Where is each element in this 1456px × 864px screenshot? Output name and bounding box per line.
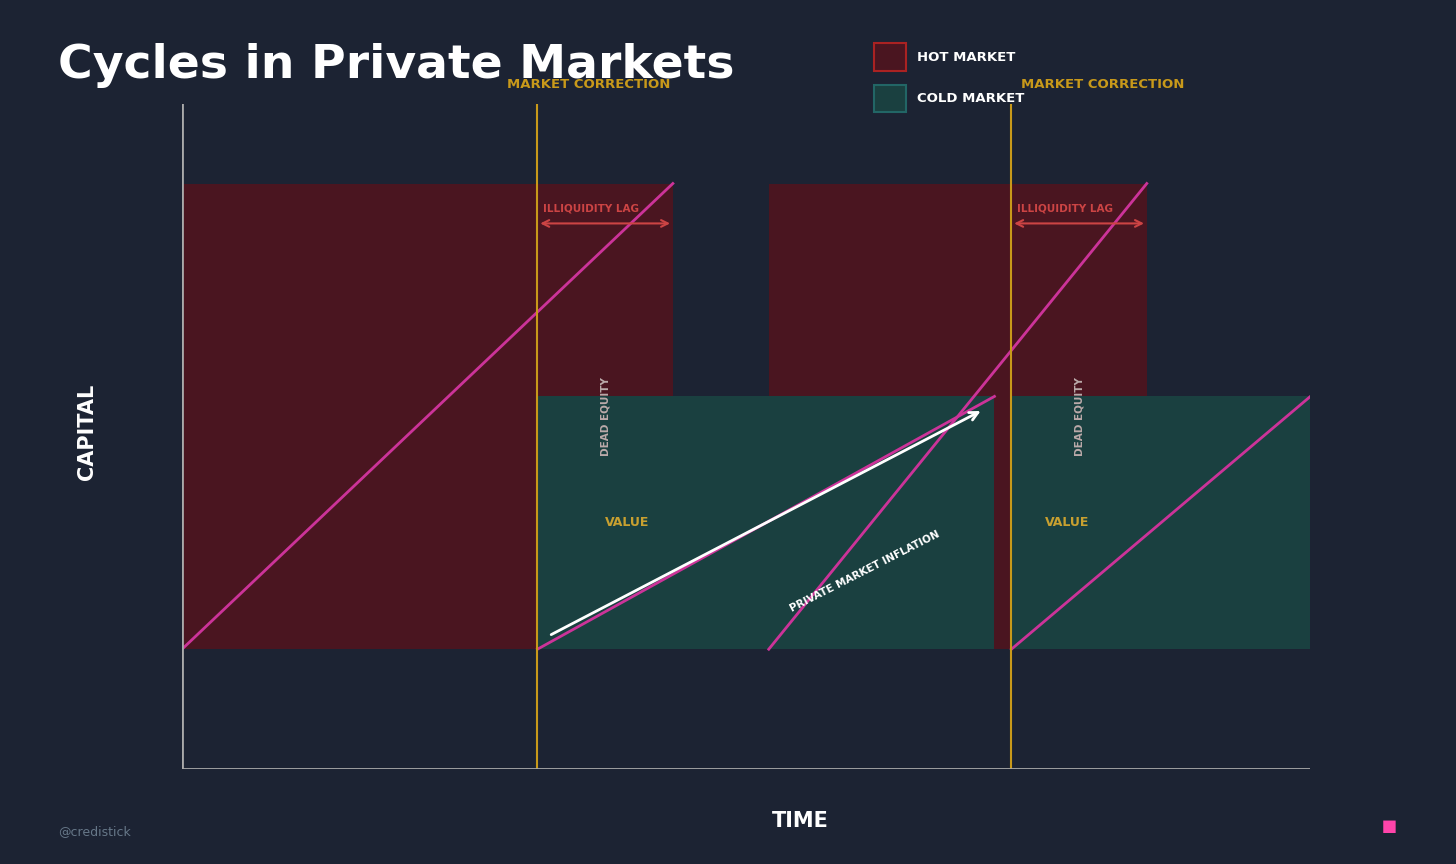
Polygon shape: [1012, 397, 1310, 649]
Text: Cycles in Private Markets: Cycles in Private Markets: [58, 43, 735, 88]
Text: COLD MARKET: COLD MARKET: [917, 92, 1025, 105]
Text: VALUE: VALUE: [1045, 517, 1089, 530]
Text: ILLIQUIDITY LAG: ILLIQUIDITY LAG: [543, 203, 639, 213]
Text: MARKET CORRECTION: MARKET CORRECTION: [507, 78, 671, 91]
Text: DEAD EQUITY: DEAD EQUITY: [600, 377, 610, 456]
Text: @credistick: @credistick: [58, 825, 131, 838]
Text: ▪: ▪: [1380, 814, 1398, 838]
Text: PRIVATE MARKET INFLATION: PRIVATE MARKET INFLATION: [789, 530, 942, 614]
Text: CAPITAL: CAPITAL: [77, 384, 98, 480]
Polygon shape: [769, 183, 1147, 649]
Text: TIME: TIME: [772, 810, 830, 831]
Text: DEAD EQUITY: DEAD EQUITY: [1075, 377, 1085, 456]
Polygon shape: [182, 183, 673, 649]
Polygon shape: [537, 397, 994, 649]
Text: ILLIQUIDITY LAG: ILLIQUIDITY LAG: [1018, 203, 1112, 213]
Text: VALUE: VALUE: [606, 517, 649, 530]
Text: MARKET CORRECTION: MARKET CORRECTION: [1021, 78, 1185, 91]
Text: HOT MARKET: HOT MARKET: [917, 50, 1016, 64]
